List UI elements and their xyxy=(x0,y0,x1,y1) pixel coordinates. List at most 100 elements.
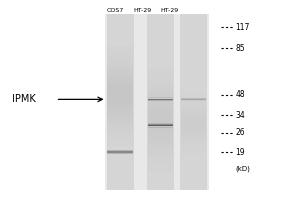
Bar xyxy=(148,150,173,151)
Bar xyxy=(148,162,173,164)
Text: 34: 34 xyxy=(236,111,245,120)
Bar xyxy=(107,134,133,136)
Bar xyxy=(107,133,133,134)
Bar xyxy=(148,91,173,93)
Bar xyxy=(107,150,133,151)
Bar xyxy=(181,139,206,140)
Bar xyxy=(148,121,173,123)
Bar xyxy=(148,100,173,101)
Bar xyxy=(107,62,133,64)
Bar xyxy=(148,106,173,107)
Bar xyxy=(181,153,206,154)
Bar xyxy=(107,106,133,108)
Bar xyxy=(181,138,206,139)
Bar xyxy=(181,99,206,100)
Bar xyxy=(148,83,173,84)
Bar xyxy=(148,97,173,98)
Bar xyxy=(148,86,173,88)
Bar xyxy=(181,109,206,110)
Bar xyxy=(107,118,133,119)
Bar xyxy=(181,125,206,126)
Text: COS7: COS7 xyxy=(107,8,124,13)
Bar xyxy=(148,164,173,165)
Bar xyxy=(181,104,206,106)
Bar xyxy=(148,139,173,141)
Bar xyxy=(181,120,206,121)
Bar xyxy=(181,128,206,129)
Bar xyxy=(107,151,133,152)
Bar xyxy=(148,130,173,132)
Bar xyxy=(107,94,133,96)
Text: HT-29: HT-29 xyxy=(160,8,178,13)
Bar xyxy=(148,132,173,134)
Bar xyxy=(107,124,133,126)
Bar xyxy=(148,97,173,98)
Bar xyxy=(148,137,173,139)
Bar xyxy=(107,87,133,89)
Bar xyxy=(181,111,206,112)
Bar xyxy=(148,123,173,124)
Text: HT-29: HT-29 xyxy=(134,8,152,13)
Bar xyxy=(148,167,173,169)
Text: 48: 48 xyxy=(236,90,245,99)
Bar xyxy=(181,131,206,132)
Bar xyxy=(181,108,206,109)
Bar xyxy=(148,127,173,128)
Bar xyxy=(181,151,206,152)
Bar xyxy=(148,76,173,77)
Bar xyxy=(181,147,206,148)
Bar xyxy=(107,144,133,146)
Bar xyxy=(107,56,133,57)
Bar xyxy=(148,125,173,126)
Bar xyxy=(107,104,133,106)
Bar xyxy=(148,93,173,95)
Bar xyxy=(107,126,133,128)
Bar xyxy=(107,71,133,72)
Bar xyxy=(181,154,206,155)
Bar xyxy=(107,69,133,71)
Bar xyxy=(107,81,133,82)
Bar xyxy=(107,67,133,69)
Bar xyxy=(107,109,133,111)
Bar xyxy=(107,92,133,94)
Bar xyxy=(181,117,206,118)
Bar xyxy=(181,97,206,98)
Bar xyxy=(181,150,206,151)
Bar xyxy=(181,121,206,122)
Bar xyxy=(181,133,206,134)
Text: 19: 19 xyxy=(236,148,245,157)
Bar xyxy=(107,49,133,51)
Bar xyxy=(181,126,206,127)
Bar xyxy=(148,100,173,102)
Bar xyxy=(181,101,206,102)
Bar xyxy=(181,107,206,108)
Bar xyxy=(107,136,133,138)
Bar xyxy=(148,81,173,83)
Bar xyxy=(181,149,206,150)
Bar xyxy=(148,102,173,104)
Bar xyxy=(181,93,206,94)
Bar xyxy=(181,103,206,104)
Bar xyxy=(181,135,206,136)
Bar xyxy=(107,121,133,123)
Bar xyxy=(107,113,133,114)
Bar xyxy=(181,115,206,116)
Bar xyxy=(148,90,173,91)
Bar xyxy=(148,171,173,172)
Bar xyxy=(107,74,133,76)
Bar xyxy=(181,114,206,115)
Bar xyxy=(107,139,133,141)
Bar xyxy=(148,125,173,127)
Bar xyxy=(107,131,133,133)
Bar xyxy=(107,143,133,144)
Bar xyxy=(181,136,206,137)
Bar xyxy=(148,70,173,72)
Bar xyxy=(148,111,173,113)
Bar xyxy=(107,47,133,49)
Bar xyxy=(107,91,133,92)
Bar xyxy=(148,160,173,162)
Bar xyxy=(148,124,173,125)
Bar xyxy=(148,120,173,121)
Bar xyxy=(181,119,206,120)
Text: 85: 85 xyxy=(236,44,245,53)
